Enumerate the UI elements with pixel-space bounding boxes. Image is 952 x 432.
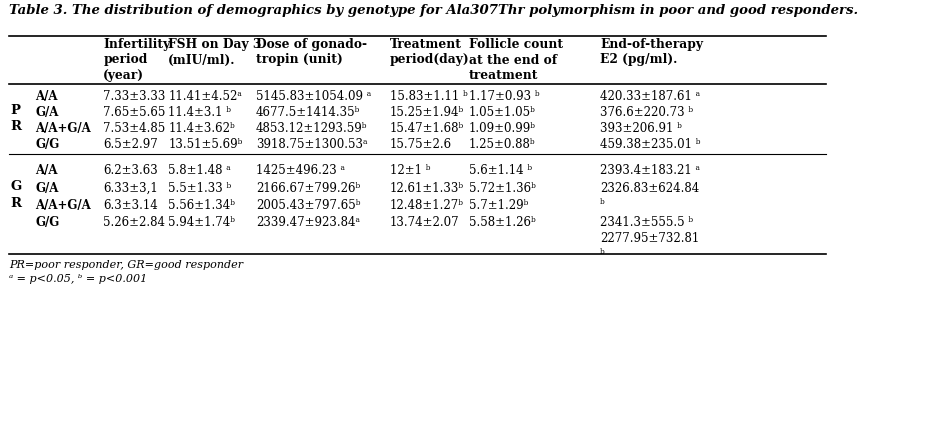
Text: 5.26±2.84: 5.26±2.84 — [103, 216, 166, 229]
Text: Dose of gonado-
tropin (unit): Dose of gonado- tropin (unit) — [255, 38, 367, 67]
Text: Treatment
period(day): Treatment period(day) — [389, 38, 469, 67]
Text: Infertility
period
(year): Infertility period (year) — [103, 38, 170, 82]
Text: 7.65±5.65: 7.65±5.65 — [103, 106, 166, 119]
Text: 2005.43±797.65ᵇ: 2005.43±797.65ᵇ — [255, 199, 360, 212]
Text: 15.83±1.11 ᵇ: 15.83±1.11 ᵇ — [389, 90, 467, 103]
Text: 1.05±1.05ᵇ: 1.05±1.05ᵇ — [468, 106, 535, 119]
Text: 15.25±1.94ᵇ: 15.25±1.94ᵇ — [389, 106, 464, 119]
Text: 5.94±1.74ᵇ: 5.94±1.74ᵇ — [168, 216, 235, 229]
Text: 393±206.91 ᵇ: 393±206.91 ᵇ — [600, 122, 681, 135]
Text: 2166.67±799.26ᵇ: 2166.67±799.26ᵇ — [255, 182, 360, 195]
Text: 5.72±1.36ᵇ: 5.72±1.36ᵇ — [468, 182, 535, 195]
Text: G/A: G/A — [35, 182, 58, 195]
Text: 1.09±0.99ᵇ: 1.09±0.99ᵇ — [468, 122, 535, 135]
Text: 6.33±3,1: 6.33±3,1 — [103, 182, 158, 195]
Text: G/G: G/G — [35, 216, 59, 229]
Text: 5.56±1.34ᵇ: 5.56±1.34ᵇ — [168, 199, 235, 212]
Text: R: R — [10, 120, 22, 133]
Text: 2341.3±555.5 ᵇ
2277.95±732.81
ᵇ: 2341.3±555.5 ᵇ 2277.95±732.81 ᵇ — [600, 216, 699, 261]
Text: Follicle count
at the end of
treatment: Follicle count at the end of treatment — [468, 38, 562, 82]
Text: 2339.47±923.84ᵃ: 2339.47±923.84ᵃ — [255, 216, 359, 229]
Text: 7.53±4.85: 7.53±4.85 — [103, 122, 166, 135]
Text: 459.38±235.01 ᵇ: 459.38±235.01 ᵇ — [600, 138, 700, 151]
Text: A/A: A/A — [35, 164, 57, 177]
Text: 5.7±1.29ᵇ: 5.7±1.29ᵇ — [468, 199, 527, 212]
Text: 420.33±187.61 ᵃ: 420.33±187.61 ᵃ — [600, 90, 700, 103]
Text: ᵃ = p<0.05, ᵇ = p<0.001: ᵃ = p<0.05, ᵇ = p<0.001 — [9, 274, 147, 284]
Text: 11.41±4.52ᵃ: 11.41±4.52ᵃ — [168, 90, 242, 103]
Text: 6.2±3.63: 6.2±3.63 — [103, 164, 158, 177]
Text: 5145.83±1054.09 ᵃ: 5145.83±1054.09 ᵃ — [255, 90, 370, 103]
Text: 3918.75±1300.53ᵃ: 3918.75±1300.53ᵃ — [255, 138, 367, 151]
Text: 13.51±5.69ᵇ: 13.51±5.69ᵇ — [168, 138, 243, 151]
Text: 15.75±2.6: 15.75±2.6 — [389, 138, 451, 151]
Text: 1.25±0.88ᵇ: 1.25±0.88ᵇ — [468, 138, 535, 151]
Text: 2326.83±624.84
ᵇ: 2326.83±624.84 ᵇ — [600, 182, 699, 211]
Text: 4853.12±1293.59ᵇ: 4853.12±1293.59ᵇ — [255, 122, 367, 135]
Text: 11.4±3.1 ᵇ: 11.4±3.1 ᵇ — [168, 106, 231, 119]
Text: 13.74±2.07: 13.74±2.07 — [389, 216, 459, 229]
Text: End-of-therapy
E2 (pg/ml).: End-of-therapy E2 (pg/ml). — [600, 38, 703, 67]
Text: 12±1 ᵇ: 12±1 ᵇ — [389, 164, 429, 177]
Text: 6.3±3.14: 6.3±3.14 — [103, 199, 158, 212]
Text: 6.5±2.97: 6.5±2.97 — [103, 138, 158, 151]
Text: 1.17±0.93 ᵇ: 1.17±0.93 ᵇ — [468, 90, 539, 103]
Text: 1425±496.23 ᵃ: 1425±496.23 ᵃ — [255, 164, 345, 177]
Text: 4677.5±1414.35ᵇ: 4677.5±1414.35ᵇ — [255, 106, 360, 119]
Text: 5.58±1.26ᵇ: 5.58±1.26ᵇ — [468, 216, 535, 229]
Text: 5.6±1.14 ᵇ: 5.6±1.14 ᵇ — [468, 164, 531, 177]
Text: 12.61±1.33ᵇ: 12.61±1.33ᵇ — [389, 182, 464, 195]
Text: G: G — [10, 180, 22, 193]
Text: PR=poor responder, GR=good responder: PR=poor responder, GR=good responder — [9, 260, 243, 270]
Text: 5.5±1.33 ᵇ: 5.5±1.33 ᵇ — [168, 182, 231, 195]
Text: 11.4±3.62ᵇ: 11.4±3.62ᵇ — [168, 122, 235, 135]
Text: FSH on Day 3
(mIU/ml).: FSH on Day 3 (mIU/ml). — [168, 38, 261, 67]
Text: 2393.4±183.21 ᵃ: 2393.4±183.21 ᵃ — [600, 164, 699, 177]
Text: 15.47±1.68ᵇ: 15.47±1.68ᵇ — [389, 122, 464, 135]
Text: A/A: A/A — [35, 90, 57, 103]
Text: 12.48±1.27ᵇ: 12.48±1.27ᵇ — [389, 199, 464, 212]
Text: A/A+G/A: A/A+G/A — [35, 122, 90, 135]
Text: A/A+G/A: A/A+G/A — [35, 199, 90, 212]
Text: 7.33±3.33: 7.33±3.33 — [103, 90, 166, 103]
Text: G/A: G/A — [35, 106, 58, 119]
Text: R: R — [10, 197, 22, 210]
Text: P: P — [10, 104, 21, 117]
Text: G/G: G/G — [35, 138, 59, 151]
Text: Table 3. The distribution of demographics by genotype for Ala307Thr polymorphism: Table 3. The distribution of demographic… — [9, 4, 857, 17]
Text: 376.6±220.73 ᵇ: 376.6±220.73 ᵇ — [600, 106, 692, 119]
Text: 5.8±1.48 ᵃ: 5.8±1.48 ᵃ — [168, 164, 230, 177]
